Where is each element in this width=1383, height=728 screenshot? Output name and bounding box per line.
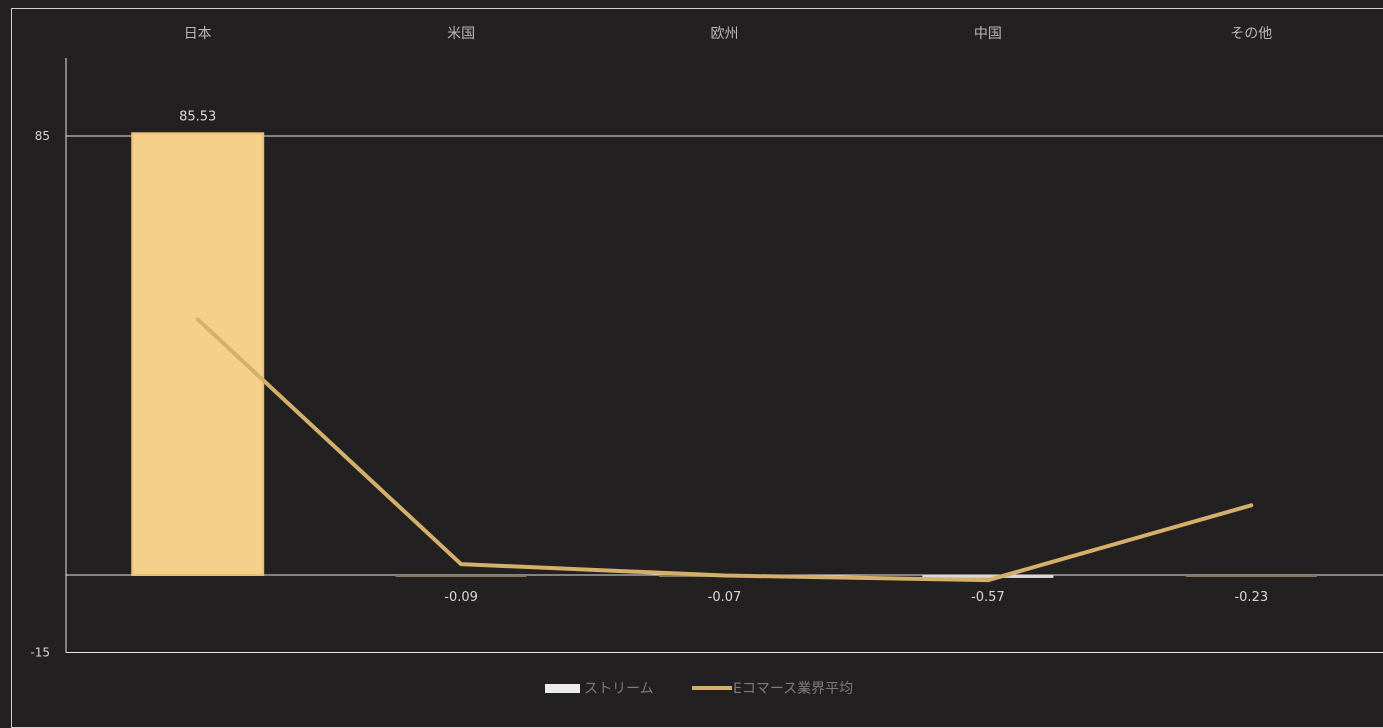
category-label: その他 [1230,26,1272,42]
line-series [195,317,1254,583]
bar [131,132,265,577]
data-label: -0.57 [971,590,1005,605]
category-label: 米国 [447,26,475,42]
legend-swatch-bar [545,684,580,693]
data-label: -0.07 [708,590,742,605]
y-tick-label: -15 [30,645,50,659]
bar-series [131,132,1317,578]
data-label: -0.09 [444,590,478,605]
category-label: 中国 [974,26,1002,42]
legend-label: ストリーム [584,681,654,697]
combo-chart: 85 -15 日本 米国 欧州 中国 その他 85.53 -0.09 -0.07 -0.57 -0… [30,26,1383,697]
data-labels: 85.53 -0.09 -0.07 -0.57 -0.23 [179,109,1268,605]
bar [922,575,1054,578]
bar [395,575,527,577]
legend-label: Eコマース業界平均 [733,681,853,697]
data-label: -0.23 [1234,590,1268,605]
category-label: 日本 [184,26,212,42]
category-label: 欧州 [711,26,739,42]
legend: ストリーム Eコマース業界平均 [545,681,853,697]
y-axis: 85 -15 [30,58,67,659]
bar [1185,575,1317,577]
data-label: 85.53 [179,109,216,124]
category-labels: 日本 米国 欧州 中国 その他 [184,26,1273,42]
series-line [195,317,1254,583]
y-tick-label: 85 [35,129,50,143]
